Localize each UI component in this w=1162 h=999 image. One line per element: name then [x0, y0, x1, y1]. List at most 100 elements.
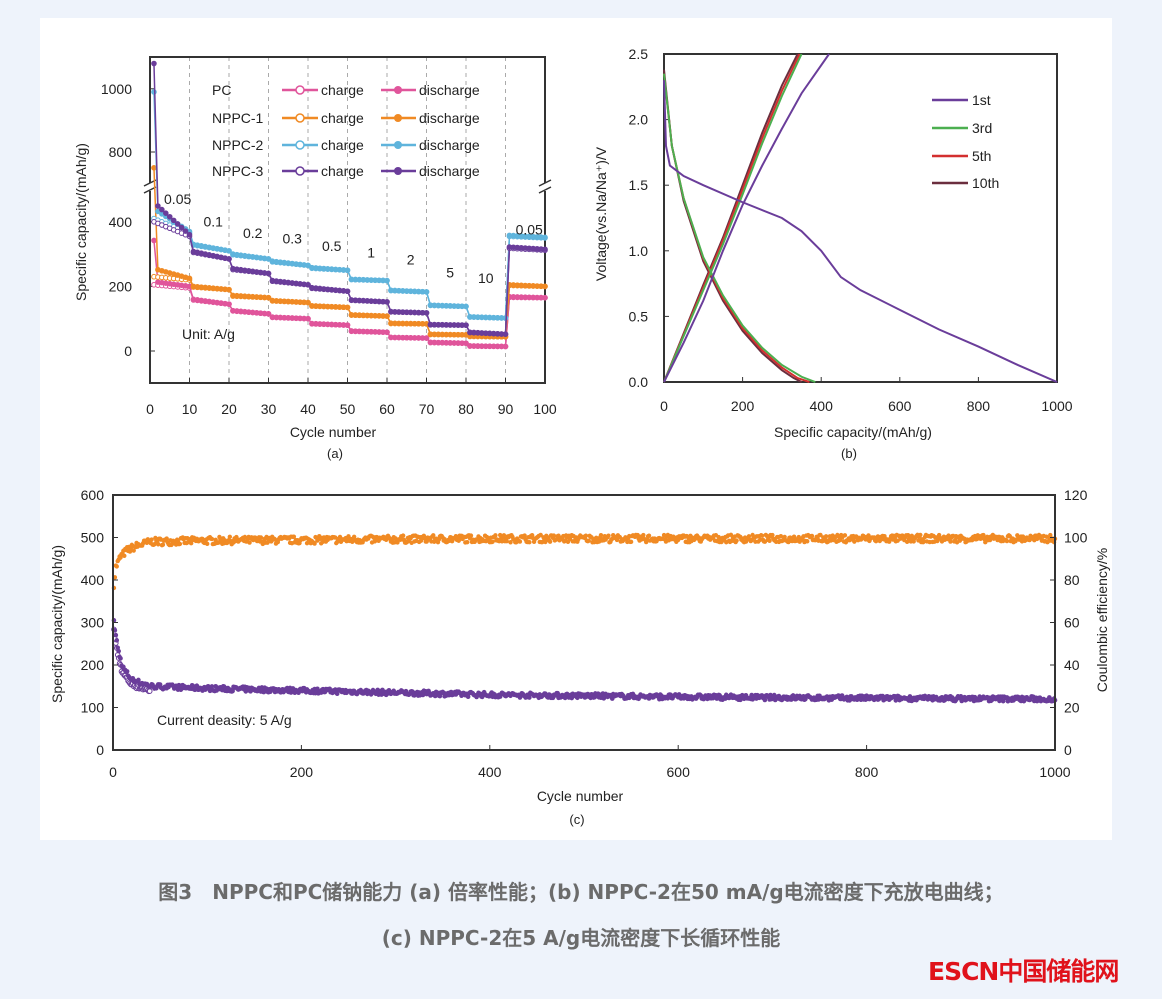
ce-point — [490, 539, 495, 544]
ce-point — [873, 538, 879, 544]
x-tick-label: 100 — [533, 401, 557, 417]
x-tick-label: 200 — [731, 398, 755, 414]
ce-point — [918, 532, 923, 538]
ce-point — [646, 533, 652, 538]
ce-point — [791, 534, 797, 539]
ce-point — [823, 534, 829, 539]
ce-point — [583, 533, 589, 538]
x-axis-label: Specific capacity/(mAh/g) — [774, 424, 932, 440]
capacity-point — [327, 686, 332, 692]
y-tick-label: 2.5 — [629, 46, 649, 62]
y-tick-label: 1000 — [101, 81, 132, 97]
discharge-curve — [663, 80, 1058, 383]
y2-tick-label: 60 — [1064, 615, 1080, 631]
axis-break — [539, 183, 551, 191]
legend-label: 5th — [972, 148, 991, 164]
ce-point — [508, 540, 513, 545]
y2-tick-label: 40 — [1064, 657, 1080, 673]
y-tick-label: 1.5 — [629, 177, 649, 193]
series-specific-capacity — [111, 618, 1058, 704]
legend-discharge-marker — [394, 114, 402, 122]
ce-point — [188, 541, 194, 546]
x-tick-label: 800 — [967, 398, 991, 414]
series-coulombic-efficiency — [111, 532, 1058, 591]
chart-b — [663, 53, 1058, 383]
legend-charge-marker — [295, 140, 305, 150]
ce-point — [149, 537, 154, 542]
y-tick-label: 0.0 — [629, 374, 649, 390]
panel-label: (c) — [569, 812, 584, 827]
discharge-point — [265, 311, 272, 317]
ce-point — [852, 539, 857, 544]
y-tick-label: 0 — [96, 742, 104, 758]
legend-charge-marker — [295, 85, 305, 95]
y2-axis-label: Coulombic efficiency/% — [1094, 548, 1110, 692]
plot-frame — [663, 53, 1058, 383]
y-tick-label: 0.5 — [629, 308, 649, 324]
ce-point — [160, 542, 166, 547]
legend-charge-marker — [295, 113, 305, 123]
x-tick-label: 1000 — [1039, 764, 1070, 780]
x-tick-label: 10 — [182, 401, 198, 417]
legend-series-name: NPPC-3 — [212, 163, 264, 179]
y-tick-label: 600 — [81, 487, 105, 503]
legend-charge-marker — [295, 166, 305, 176]
discharge-point — [226, 248, 232, 254]
ce-point — [304, 540, 310, 546]
legend-discharge-marker — [394, 86, 402, 94]
discharge-point — [423, 310, 430, 316]
discharge-point — [151, 165, 157, 171]
caption-line-2: (c) NPPC-2在5 A/g电流密度下长循环性能 — [381, 926, 781, 950]
legend-label: 1st — [972, 92, 991, 108]
ce-point — [767, 538, 772, 543]
discharge-point — [178, 224, 185, 231]
discharge-point — [423, 289, 430, 295]
ce-point — [809, 533, 815, 539]
legend-charge-label: charge — [321, 110, 364, 126]
y-axis-label: Specific capacity/(mAh/g) — [73, 143, 89, 301]
x-tick-label: 600 — [667, 764, 691, 780]
discharge-point — [305, 299, 311, 306]
discharge-point — [305, 315, 311, 322]
x-tick-label: 1000 — [1041, 398, 1072, 414]
capacity-point — [113, 632, 119, 638]
capacity-point — [124, 669, 130, 674]
y-axis-label: Voltage(vs.Na/Na⁺)/V — [593, 146, 609, 281]
ce-point — [131, 548, 136, 553]
y-tick-label: 400 — [109, 214, 133, 230]
rate-label: 5 — [446, 264, 454, 280]
discharge-point — [226, 286, 232, 293]
series-PC — [151, 237, 548, 350]
discharge-point — [463, 322, 469, 328]
y-axis-label: Specific capacity/(mAh/g) — [49, 545, 65, 703]
escn-logo: ESCN中国储能网 — [928, 957, 1119, 986]
discharge-point — [463, 340, 469, 347]
ce-point — [981, 532, 986, 538]
capacity-point — [527, 695, 532, 700]
series-1st — [663, 53, 1058, 383]
ce-point — [842, 533, 848, 538]
rate-label: 0.05 — [516, 222, 543, 238]
legend-discharge-label: discharge — [419, 163, 480, 179]
y-tick-label: 200 — [81, 657, 105, 673]
chart-c — [111, 494, 1058, 751]
x-tick-label: 0 — [109, 764, 117, 780]
x-tick-label: 800 — [855, 764, 879, 780]
ce-point — [122, 553, 127, 558]
annotation: Unit: A/g — [182, 326, 235, 342]
rate-label: 0.3 — [282, 230, 302, 246]
x-tick-label: 30 — [261, 401, 277, 417]
discharge-point — [384, 313, 390, 319]
ce-point — [1048, 532, 1053, 538]
caption-line-1: 图3 NPPC和PC储钠能力 (a) 倍率性能；(b) NPPC-2在50 mA… — [158, 880, 1004, 904]
x-tick-label: 400 — [810, 398, 834, 414]
y2-tick-label: 120 — [1064, 487, 1088, 503]
y-tick-label: 0 — [124, 343, 132, 359]
x-tick-label: 200 — [290, 764, 314, 780]
capacity-point — [595, 691, 601, 696]
y2-tick-label: 20 — [1064, 700, 1080, 716]
panel-label: (b) — [841, 446, 857, 461]
ce-point — [291, 534, 297, 539]
legend-label: 3rd — [972, 120, 992, 136]
